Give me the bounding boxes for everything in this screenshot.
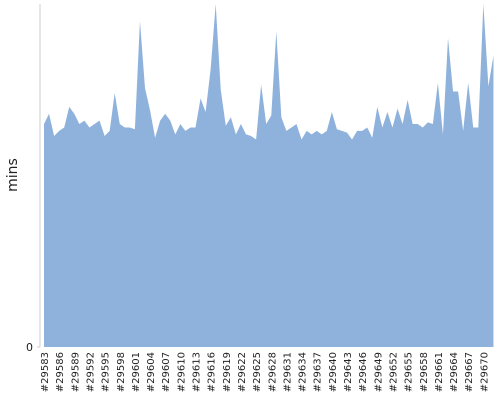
x-tick-label: #29610 xyxy=(176,352,187,392)
x-tick-label: #29670 xyxy=(479,352,490,392)
x-tick-label: #29649 xyxy=(373,352,384,392)
x-tick-label: #29619 xyxy=(222,352,233,392)
x-tick-label: #29661 xyxy=(434,352,445,392)
x-tick-label: #29631 xyxy=(282,352,293,392)
area xyxy=(44,4,494,347)
x-tick-label: #29607 xyxy=(161,352,172,392)
x-tick-label: #29622 xyxy=(237,352,248,392)
x-tick-label: #29637 xyxy=(313,352,324,392)
x-tick-label: #29595 xyxy=(101,352,112,392)
x-tick-label: #29667 xyxy=(464,352,475,392)
x-tick-label: #29601 xyxy=(131,352,142,392)
x-tick-label: #29658 xyxy=(419,352,430,392)
y-tick-label: 0 xyxy=(26,341,33,354)
x-tick-label: #29634 xyxy=(298,352,309,392)
x-tick-label: #29664 xyxy=(449,352,460,392)
x-tick-label: #29655 xyxy=(404,352,415,392)
x-tick-label: #29625 xyxy=(252,352,263,392)
x-tick-label: #29640 xyxy=(328,352,339,392)
x-tick-label: #29598 xyxy=(116,352,127,392)
x-tick-label: #29613 xyxy=(192,352,203,392)
x-tick-label: #29628 xyxy=(267,352,278,392)
y-axis-label: mins xyxy=(5,158,21,192)
x-tick-label: #29616 xyxy=(207,352,218,392)
x-tick-label: #29604 xyxy=(146,352,157,392)
x-tick-label: #29652 xyxy=(388,352,399,392)
x-tick-label: #29643 xyxy=(343,352,354,392)
x-tick-label: #29589 xyxy=(70,352,81,392)
x-tick-label: #29586 xyxy=(55,352,66,392)
x-tick-label: #29646 xyxy=(358,352,369,392)
x-tick-label: #29583 xyxy=(40,352,51,392)
x-tick-label: #29592 xyxy=(85,352,96,392)
